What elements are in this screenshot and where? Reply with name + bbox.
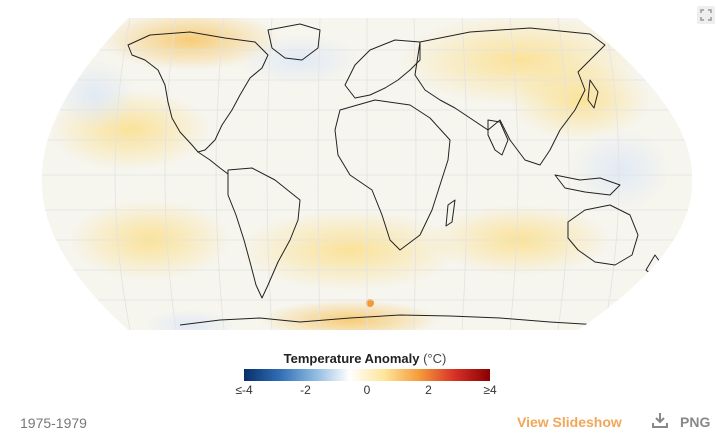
legend-title: Temperature Anomaly (°C) [230,351,500,366]
anomaly-field [41,18,693,330]
japan [587,79,599,109]
view-slideshow-link[interactable]: View Slideshow [517,414,622,430]
greenland [267,23,321,61]
fullscreen-button[interactable] [697,6,715,24]
graticule [41,18,693,330]
europe [344,39,421,99]
legend-tick-label: 2 [425,383,432,397]
legend-tick-label: ≤-4 [235,383,253,397]
australia [567,204,639,266]
madagascar [445,199,456,227]
png-download-link[interactable]: PNG [680,414,711,430]
legend-gradient-bar [244,369,490,381]
legend-tick-label: 0 [363,383,371,397]
antarctica [179,314,601,326]
coastlines [127,23,661,326]
legend-tick-label: ≥4 [483,383,497,397]
india [487,119,509,156]
fullscreen-icon [700,9,712,21]
legend-tick-label: -2 [300,383,311,397]
download-icon[interactable] [650,410,670,430]
indonesia [554,174,621,196]
map-canvas [41,18,693,330]
africa [334,99,451,251]
color-legend: Temperature Anomaly (°C) ≤-4 -2 0 2 ≥4 [230,350,500,400]
anomaly-map [41,18,693,330]
legend-title-text: Temperature Anomaly [283,351,420,366]
central-america [197,151,229,175]
legend-unit: (°C) [423,351,447,366]
asia [414,27,606,166]
south-america [227,167,301,299]
period-label: 1975-1979 [20,415,87,431]
north-america [127,31,269,153]
